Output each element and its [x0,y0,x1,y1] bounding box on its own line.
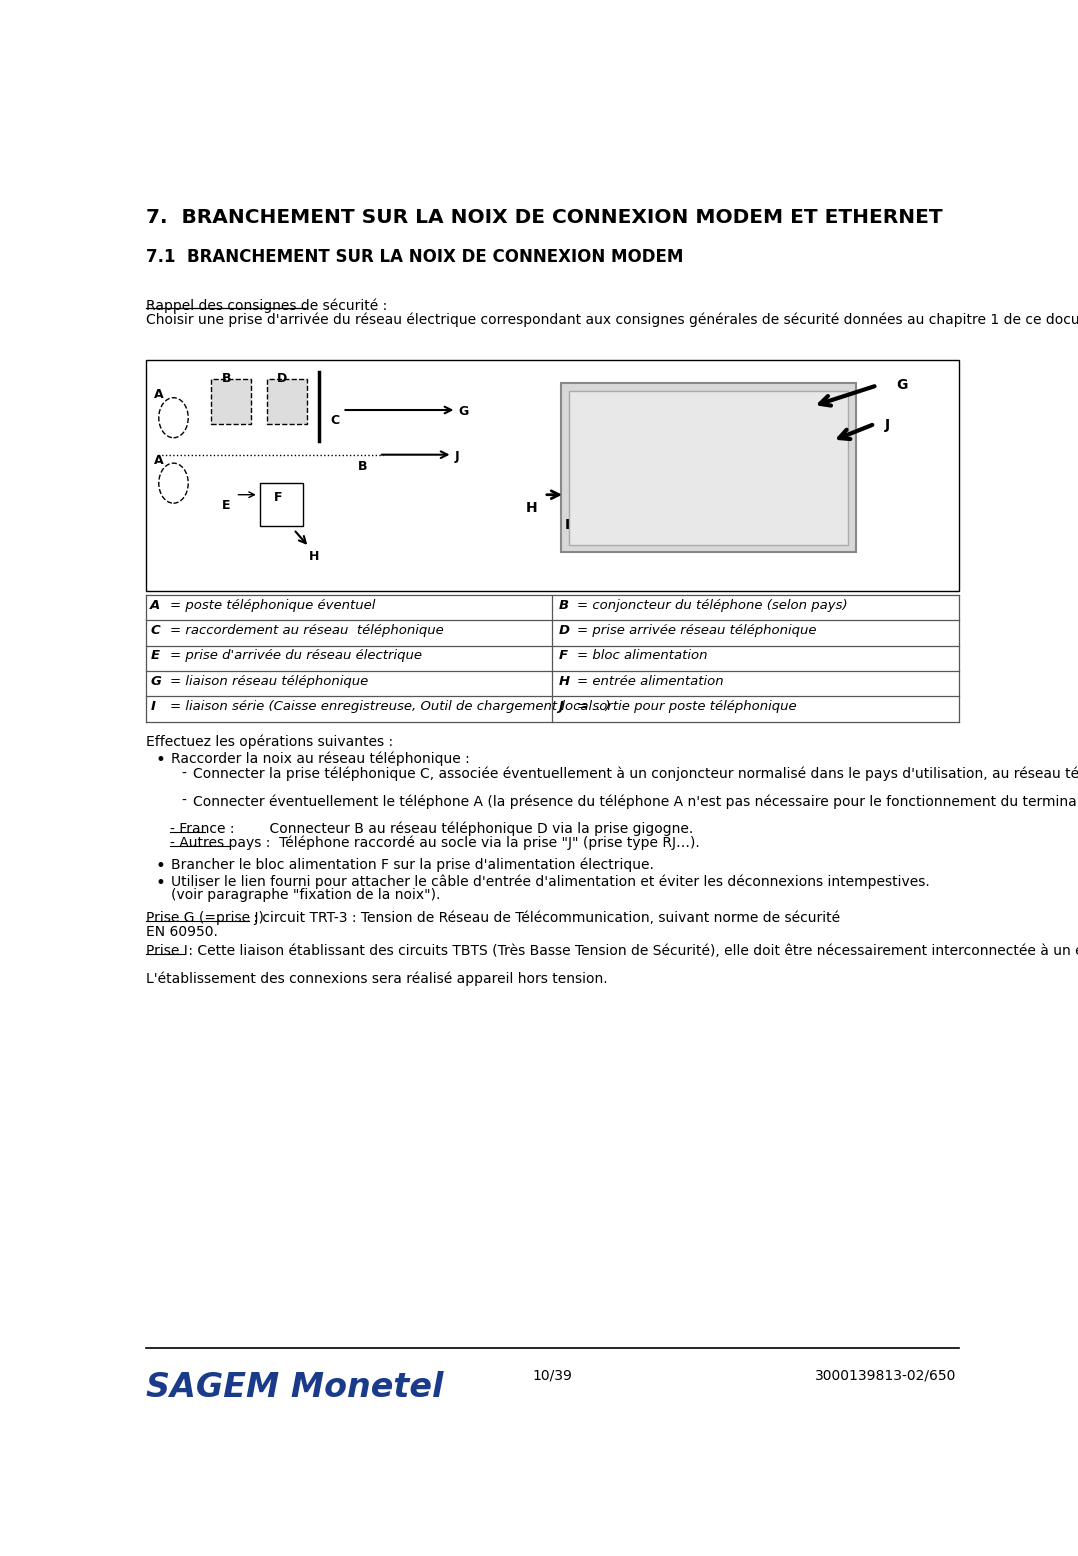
Text: -: - [181,794,186,808]
Text: I: I [150,700,155,713]
Text: 7.  BRANCHEMENT SUR LA NOIX DE CONNEXION MODEM ET ETHERNET: 7. BRANCHEMENT SUR LA NOIX DE CONNEXION … [147,209,943,227]
Text: •: • [155,752,166,769]
Bar [266,380,307,423]
Text: D: D [277,372,288,384]
Text: J: J [885,417,890,431]
Text: G: G [459,406,469,419]
Bar [260,484,303,526]
Text: = entrée alimentation: = entrée alimentation [578,675,724,688]
Text: Effectuez les opérations suivantes :: Effectuez les opérations suivantes : [147,734,393,748]
Text: 7.1  BRANCHEMENT SUR LA NOIX DE CONNEXION MODEM: 7.1 BRANCHEMENT SUR LA NOIX DE CONNEXION… [147,249,683,266]
Text: Utiliser le lien fourni pour attacher le câble d'entrée d'alimentation et éviter: Utiliser le lien fourni pour attacher le… [171,874,930,888]
Text: Choisir une prise d'arrivée du réseau électrique correspondant aux consignes gén: Choisir une prise d'arrivée du réseau él… [147,313,1078,327]
Text: E: E [222,498,230,512]
Text: Raccorder la noix au réseau téléphonique :: Raccorder la noix au réseau téléphonique… [171,752,470,766]
Text: Connecter éventuellement le téléphone A (la présence du téléphone A n'est pas né: Connecter éventuellement le téléphone A … [193,794,1078,809]
Text: I: I [565,518,570,532]
Text: : Cette liaison établissant des circuits TBTS (Très Basse Tension de Sécurité), : : Cette liaison établissant des circuits… [183,943,1078,958]
Text: F: F [274,490,282,504]
Text: -: - [181,767,186,781]
Ellipse shape [158,398,189,437]
Text: = conjoncteur du téléphone (selon pays): = conjoncteur du téléphone (selon pays) [578,599,848,612]
Text: 10/39: 10/39 [533,1369,572,1383]
Text: H: H [309,551,319,563]
Text: C: C [150,624,160,636]
Text: A: A [150,599,161,612]
Text: = liaison réseau téléphonique: = liaison réseau téléphonique [169,675,368,688]
Text: C: C [330,414,340,426]
Text: H: H [526,501,538,515]
Text: SAGEM Monetel: SAGEM Monetel [147,1371,444,1404]
Text: - France :        Connecteur B au réseau téléphonique D via la prise gigogne.: - France : Connecteur B au réseau téléph… [169,822,693,837]
Text: •: • [155,857,166,876]
Text: Connecter la prise téléphonique C, associée éventuellement à un conjoncteur norm: Connecter la prise téléphonique C, assoc… [193,767,1078,781]
Text: J: J [455,450,459,464]
Text: Brancher le bloc alimentation F sur la prise d'alimentation électrique.: Brancher le bloc alimentation F sur la p… [171,857,654,871]
Text: EN 60950.: EN 60950. [147,926,218,940]
Text: L'établissement des connexions sera réalisé appareil hors tension.: L'établissement des connexions sera réal… [147,971,608,987]
Text: B: B [558,599,569,612]
Text: Rappel des consignes de sécurité :: Rappel des consignes de sécurité : [147,299,388,313]
Text: F: F [558,649,568,663]
Text: = sortie pour poste téléphonique: = sortie pour poste téléphonique [578,700,797,713]
Text: = prise d'arrivée du réseau électrique: = prise d'arrivée du réseau électrique [169,649,421,663]
Text: - Autres pays :  Téléphone raccordé au socle via la prise "J" (prise type RJ…).: - Autres pays : Téléphone raccordé au so… [169,836,700,850]
Text: E: E [150,649,160,663]
Text: A: A [154,454,164,467]
Text: : circuit TRT-3 : Tension de Réseau de Télécommunication, suivant norme de sécur: : circuit TRT-3 : Tension de Réseau de T… [249,912,840,926]
Text: = raccordement au réseau  téléphonique: = raccordement au réseau téléphonique [169,624,443,636]
Text: = poste téléphonique éventuel: = poste téléphonique éventuel [169,599,375,612]
Ellipse shape [158,464,189,503]
Text: 3000139813-02/650: 3000139813-02/650 [815,1369,956,1383]
Text: B: B [222,372,231,384]
Text: J: J [558,700,564,713]
Text: = liaison série (Caisse enregistreuse, Outil de chargement local…): = liaison série (Caisse enregistreuse, O… [169,700,610,713]
Bar [561,383,856,552]
Text: A: A [154,389,164,401]
Text: (voir paragraphe "fixation de la noix").: (voir paragraphe "fixation de la noix"). [171,888,441,902]
Text: = bloc alimentation: = bloc alimentation [578,649,708,663]
Text: G: G [150,675,161,688]
Bar [569,391,847,545]
Text: •: • [155,874,166,892]
Text: H: H [558,675,570,688]
Text: = prise arrivée réseau téléphonique: = prise arrivée réseau téléphonique [578,624,817,636]
Bar [147,359,958,591]
Text: D: D [558,624,569,636]
Text: Prise I: Prise I [147,943,189,957]
Text: G: G [896,378,908,392]
Text: B: B [358,461,368,473]
Text: Prise G (=prise J): Prise G (=prise J) [147,912,264,926]
Bar [210,380,251,423]
